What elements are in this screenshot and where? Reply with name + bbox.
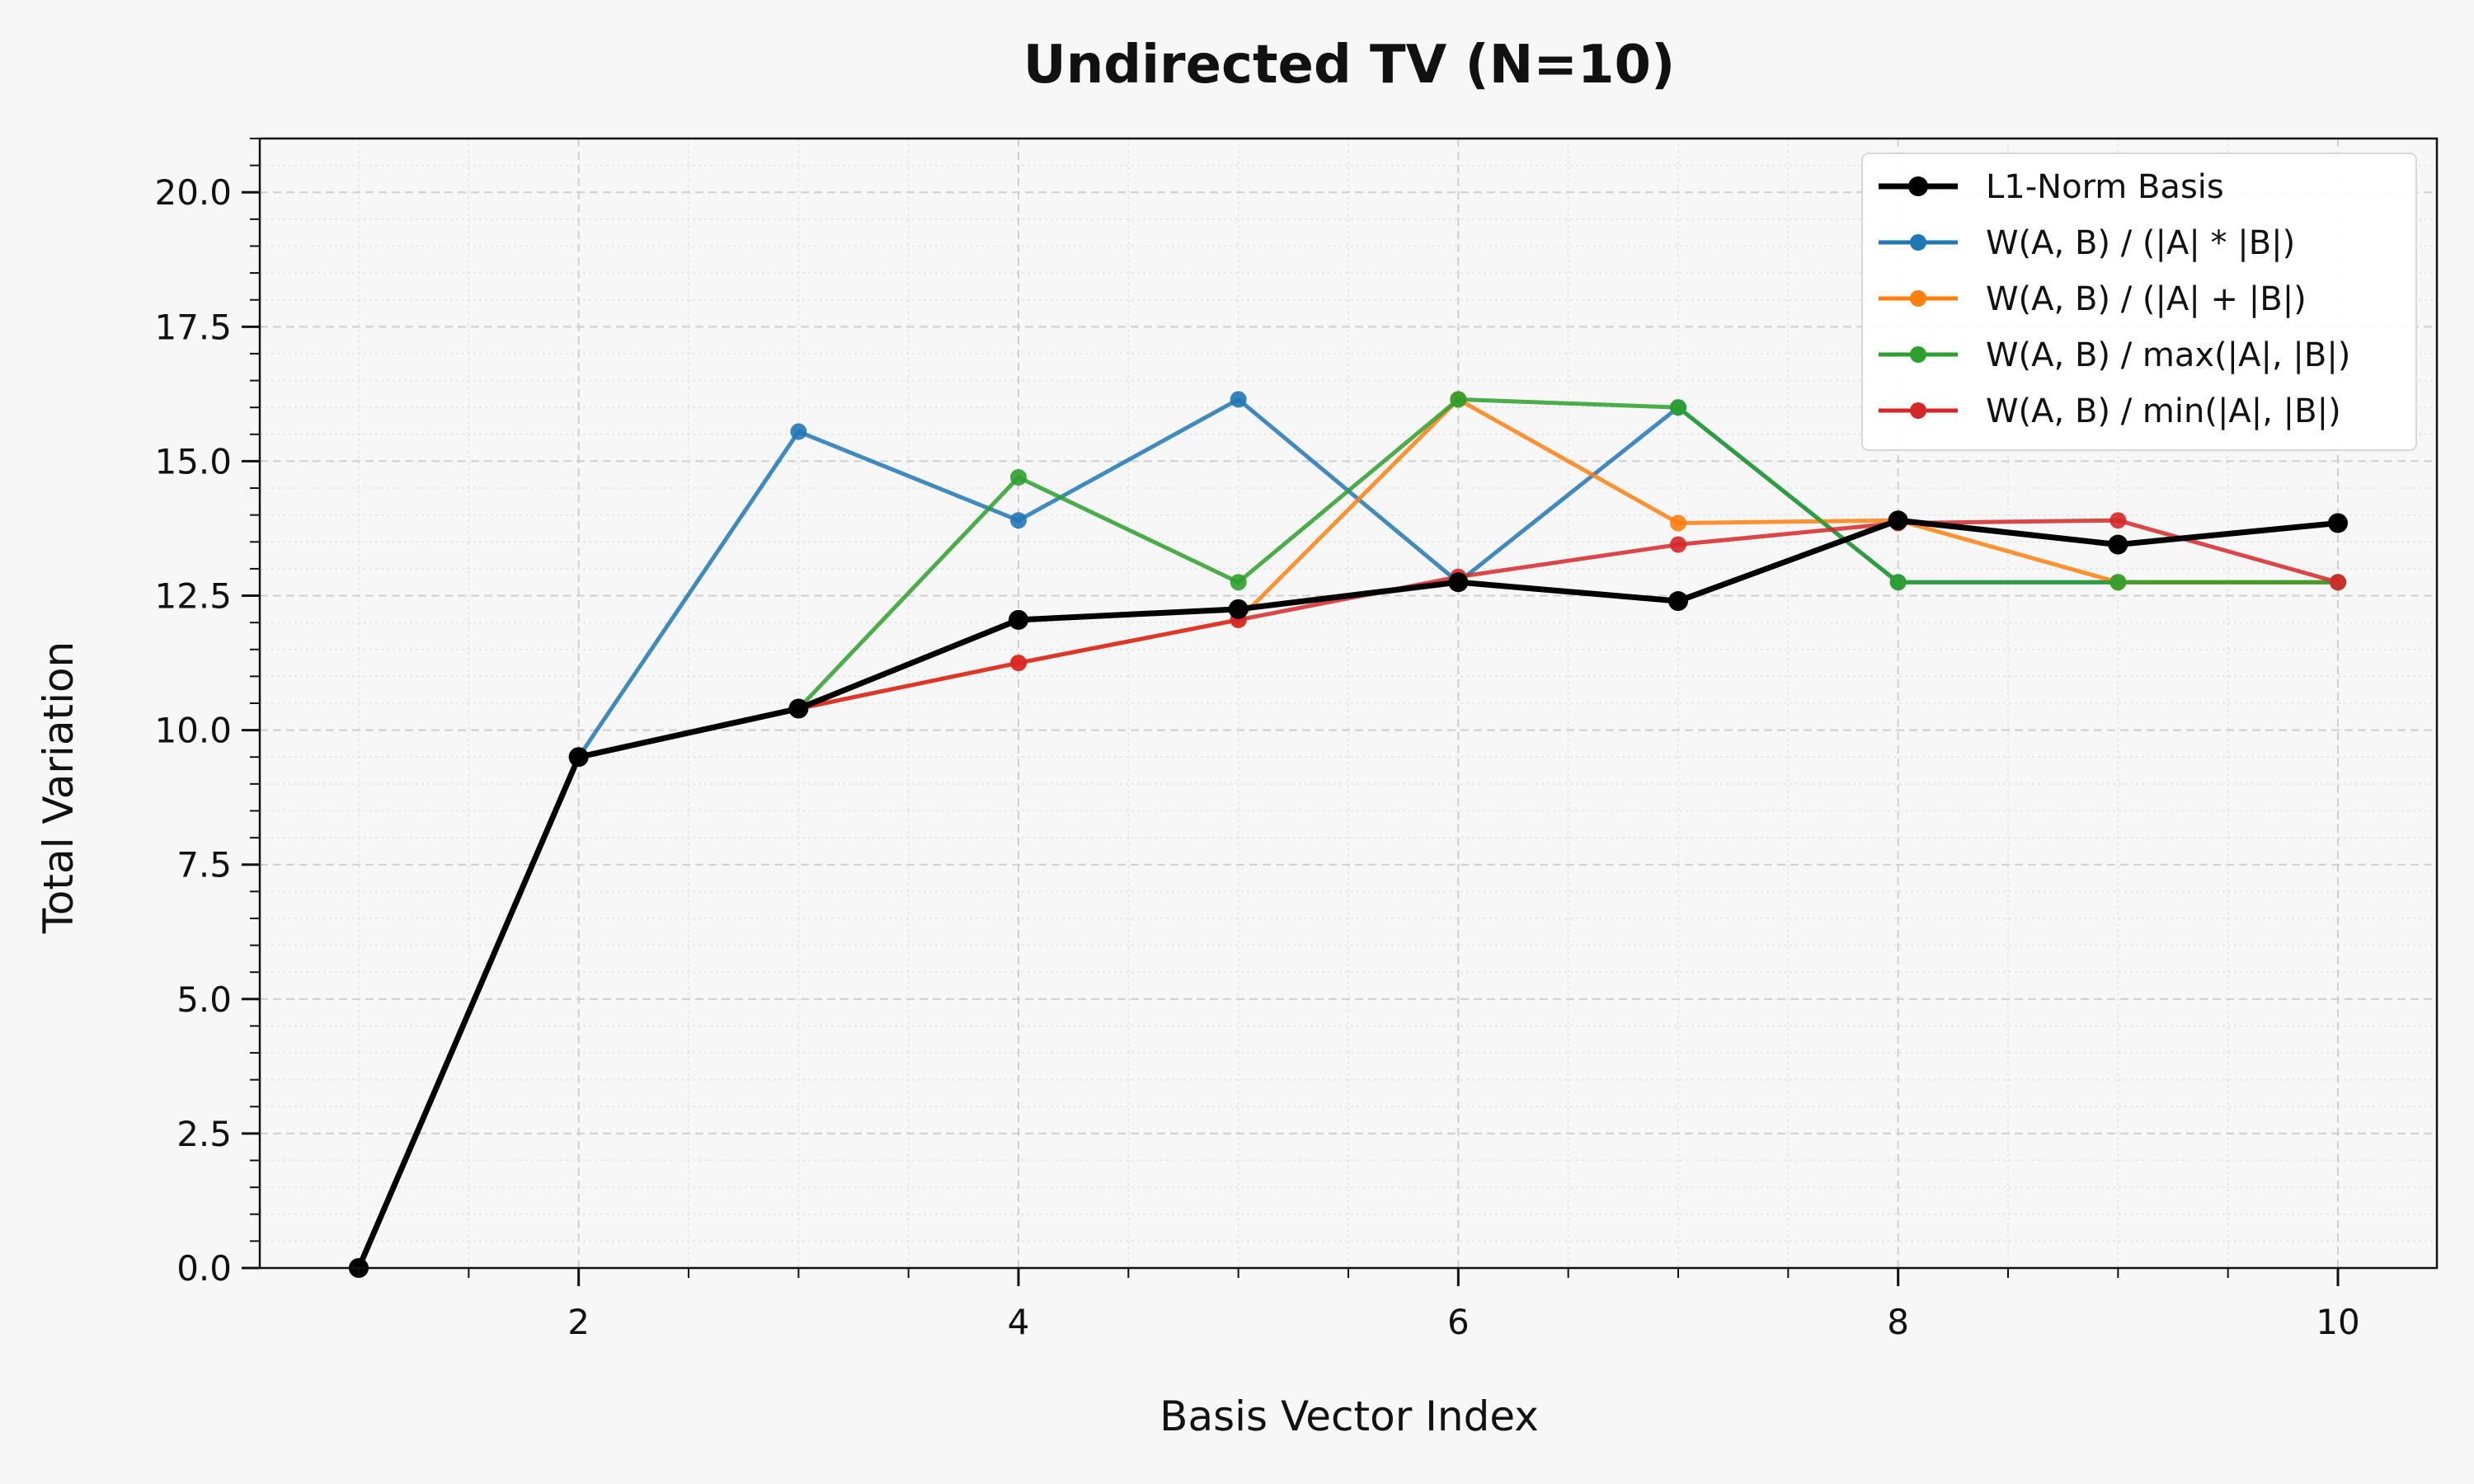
y-tick-label: 2.5 bbox=[176, 1114, 232, 1154]
data-point-series-4 bbox=[1670, 536, 1686, 553]
data-point-series-4 bbox=[1010, 655, 1027, 672]
data-point-series-5 bbox=[788, 698, 809, 719]
y-tick-label: 5.0 bbox=[176, 979, 232, 1020]
legend-box bbox=[1861, 153, 2417, 451]
x-tick-label: 10 bbox=[2316, 1302, 2359, 1342]
y-tick-label: 12.5 bbox=[154, 576, 232, 617]
x-tick-label: 6 bbox=[1447, 1302, 1470, 1342]
data-point-series-5 bbox=[1448, 572, 1469, 593]
legend-label-4: W(A, B) / max(|A|, |B|) bbox=[1986, 336, 2350, 374]
legend-marker-5 bbox=[1910, 402, 1926, 419]
legend-marker-2 bbox=[1910, 234, 1926, 251]
data-point-series-4 bbox=[2330, 574, 2346, 591]
legend-marker-4 bbox=[1910, 346, 1926, 363]
data-point-series-5 bbox=[1668, 591, 1688, 612]
data-point-series-4 bbox=[2109, 512, 2127, 529]
legend-label-5: W(A, B) / min(|A|, |B|) bbox=[1986, 392, 2341, 430]
data-point-series-5 bbox=[2108, 534, 2128, 555]
data-point-series-5 bbox=[1228, 599, 1249, 619]
y-tick-label: 0.0 bbox=[176, 1248, 232, 1289]
data-point-series-1 bbox=[1010, 512, 1027, 529]
y-tick-label: 10.0 bbox=[154, 711, 232, 751]
series-line-5 bbox=[355, 517, 2339, 1270]
data-point-series-2 bbox=[1670, 514, 1686, 532]
data-point-series-1 bbox=[1230, 391, 1247, 408]
x-tick-label: 4 bbox=[1008, 1302, 1030, 1342]
data-point-series-5 bbox=[2328, 513, 2348, 533]
legend-label-3: W(A, B) / (|A| + |B|) bbox=[1986, 280, 2307, 318]
data-point-series-3 bbox=[1889, 574, 1907, 591]
data-point-series-5 bbox=[568, 747, 589, 768]
y-tick-label: 20.0 bbox=[154, 172, 232, 213]
legend-marker-3 bbox=[1910, 290, 1926, 307]
data-point-series-3 bbox=[1010, 469, 1027, 486]
y-tick-label: 7.5 bbox=[176, 845, 232, 885]
y-tick-label: 15.0 bbox=[154, 441, 232, 481]
y-tick-label: 17.5 bbox=[154, 307, 232, 347]
x-axis-label: Basis Vector Index bbox=[1159, 1392, 1539, 1440]
data-point-series-1 bbox=[790, 423, 807, 440]
legend: L1-Norm Basis W(A, B) / (|A| * |B|) W(A, B… bbox=[1861, 153, 2417, 451]
legend-label-1: L1-Norm Basis bbox=[1986, 168, 2224, 206]
data-point-series-5 bbox=[1009, 609, 1028, 630]
legend-marker-1 bbox=[1908, 176, 1928, 196]
x-tick-label: 8 bbox=[1887, 1302, 1909, 1342]
legend-label-2: W(A, B) / (|A| * |B|) bbox=[1986, 224, 2295, 262]
data-point-series-3 bbox=[1450, 391, 1467, 408]
chart-title: Undirected TV (N=10) bbox=[1023, 35, 1676, 96]
x-tick-label: 2 bbox=[567, 1302, 590, 1342]
data-point-series-3 bbox=[1230, 574, 1247, 591]
y-axis-label: Total Variation bbox=[35, 641, 82, 935]
data-point-series-3 bbox=[2109, 574, 2127, 591]
data-point-series-3 bbox=[1670, 399, 1686, 416]
data-point-series-5 bbox=[1888, 510, 1908, 531]
